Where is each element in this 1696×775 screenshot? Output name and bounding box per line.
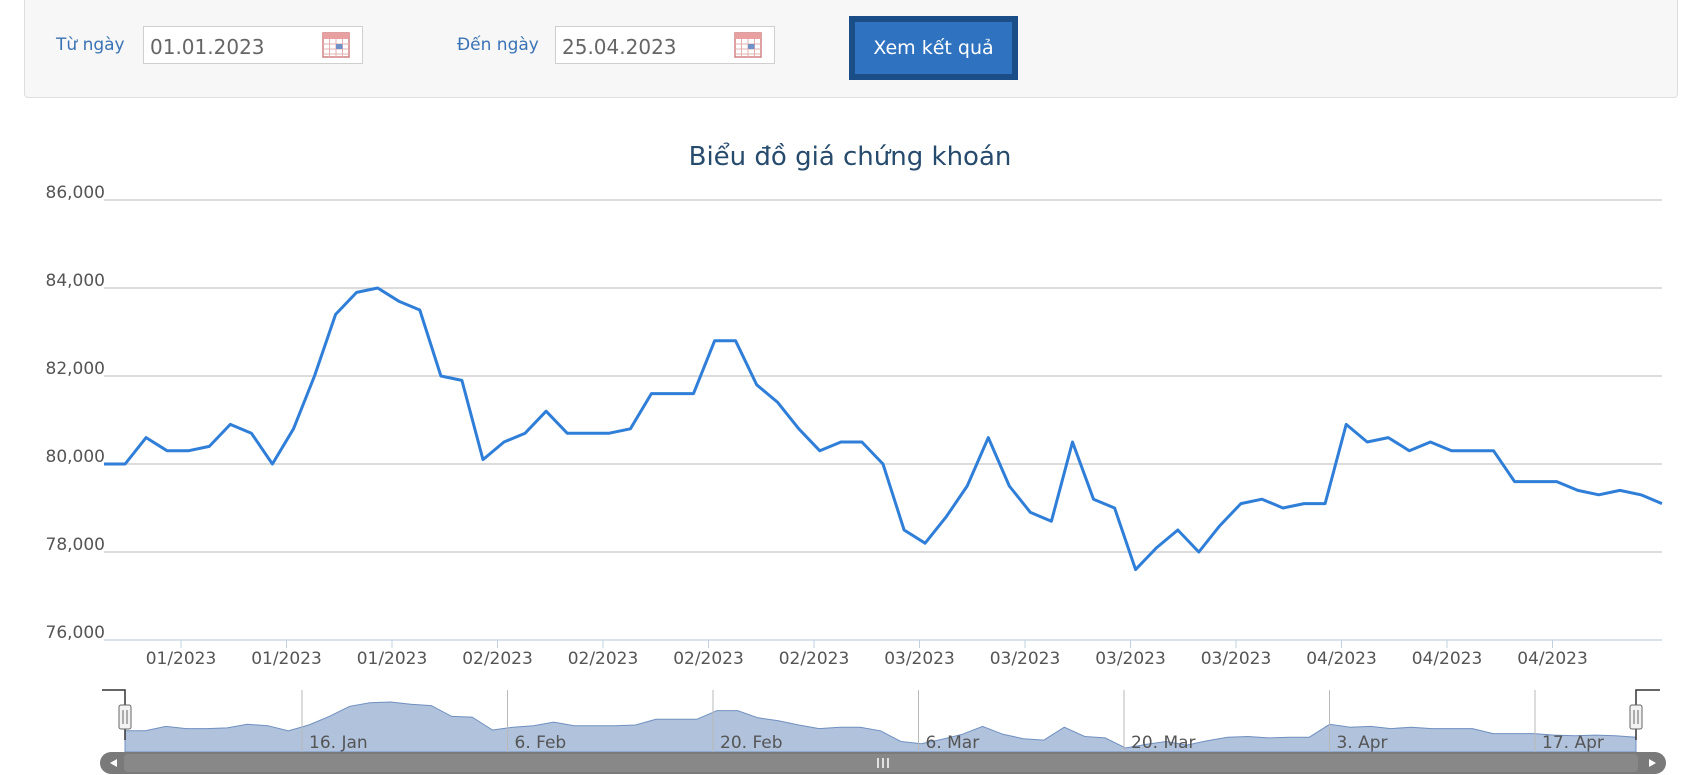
to-date-label: Đến ngày [457,35,539,55]
navigator-label: 20. Feb [720,733,783,753]
y-tick-label: 78,000 [46,535,105,555]
y-tick-label: 76,000 [46,623,105,643]
from-date-label: Từ ngày [56,35,125,55]
view-results-button[interactable]: Xem kết quả [855,22,1012,74]
scrollbar-thumb[interactable] [124,754,1638,772]
navigator-label: 3. Apr [1337,733,1388,753]
scroll-right-icon[interactable] [1649,759,1656,767]
x-tick-label: 04/2023 [1412,649,1483,669]
x-tick-label: 01/2023 [251,649,322,669]
submit-button-frame: Xem kết quả [849,16,1018,80]
x-tick-label: 03/2023 [1095,649,1166,669]
x-tick-label: 02/2023 [779,649,850,669]
x-tick-label: 02/2023 [568,649,639,669]
x-tick-label: 01/2023 [146,649,217,669]
navigator-handle-left[interactable] [118,704,132,730]
x-tick-label: 04/2023 [1306,649,1377,669]
navigator-label: 6. Feb [515,733,567,753]
grid-lines [104,199,1662,641]
x-tick-label: 04/2023 [1517,649,1588,669]
y-axis: 76,000 78,000 80,000 82,000 84,000 86,000 [46,183,105,643]
navigator[interactable]: 16. Jan 6. Feb 20. Feb 6. Mar 20. Mar 3. Apr 1… [100,689,1666,774]
x-axis: 01/2023 01/2023 01/2023 02/2023 02/2023 02/20… [146,640,1588,669]
y-tick-label: 82,000 [46,359,105,379]
y-tick-label: 86,000 [46,183,105,203]
chart-title: Biểu đồ giá chứng khoán [689,141,1012,172]
price-series-line [104,286,1663,572]
navigator-label: 16. Jan [309,733,368,753]
x-tick-label: 02/2023 [462,649,533,669]
stock-price-chart: Biểu đồ giá chứng khoán 76,000 78,000 80,0… [46,141,1666,774]
navigator-label: 20. Mar [1131,733,1196,753]
x-tick-label: 01/2023 [357,649,428,669]
scroll-left-icon[interactable] [110,759,117,767]
navigator-label: 6. Mar [926,733,980,753]
navigator-label: 17. Apr [1542,733,1604,753]
y-tick-label: 84,000 [46,271,105,291]
calendar-icon[interactable] [322,30,350,58]
x-tick-label: 03/2023 [990,649,1061,669]
x-tick-label: 03/2023 [1201,649,1272,669]
navigator-area [124,701,1637,753]
y-tick-label: 80,000 [46,447,105,467]
x-tick-label: 02/2023 [673,649,744,669]
calendar-icon[interactable] [734,30,762,58]
x-tick-label: 03/2023 [884,649,955,669]
navigator-handle-right[interactable] [1629,704,1643,730]
